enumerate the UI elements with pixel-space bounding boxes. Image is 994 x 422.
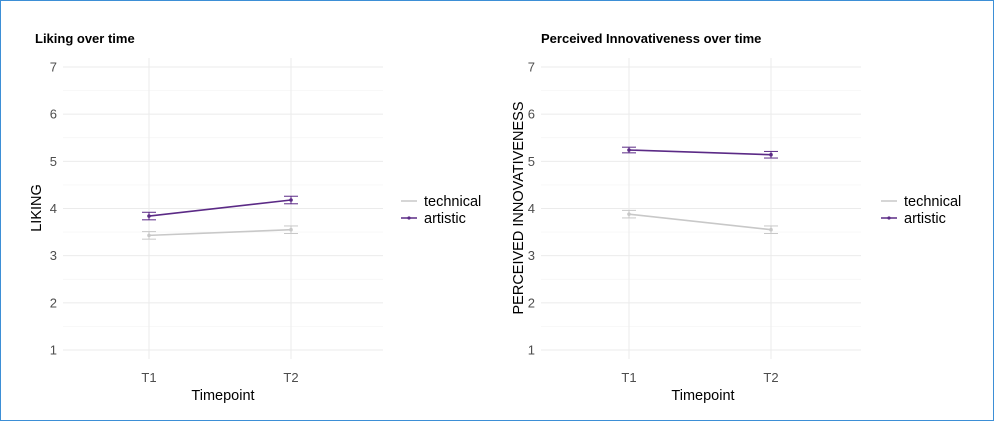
plot-grid [63,58,383,359]
y-tick-label: 3 [528,248,535,263]
data-point [627,148,631,152]
series-line [148,228,292,237]
chart-title: Perceived Innovativeness over time [541,31,761,46]
series-line [628,149,772,156]
series-layer [142,195,298,240]
y-tick-label: 5 [50,154,57,169]
y-axis-title: PERCEIVED INNOVATIVENESS [511,102,527,315]
x-tick-label: T1 [141,370,156,385]
y-tick-label: 2 [50,295,57,310]
series-line [148,199,292,217]
series-technical [142,225,298,240]
y-tick-label: 2 [528,295,535,310]
y-tick-label: 7 [528,60,535,75]
x-tick-labels: T1 T2 [621,370,778,385]
legend: technical artistic [881,194,961,227]
y-tick-label: 1 [50,343,57,358]
data-point [289,227,293,232]
y-tick-label: 3 [50,248,57,263]
x-axis-title: Timepoint [191,388,254,404]
legend: technical artistic [401,194,481,227]
y-tick-label: 7 [50,60,57,75]
x-tick-label: T1 [621,370,636,385]
data-point [289,198,293,202]
y-tick-labels: 1 2 3 4 5 6 7 [50,60,57,358]
y-tick-label: 6 [528,107,535,122]
legend-label-technical: technical [424,194,481,210]
legend-dot-artistic [407,216,411,220]
chart-title: Liking over time [35,31,135,46]
data-point [769,152,773,157]
legend-dot-artistic [887,216,891,220]
chart-perceived-innovativeness: Perceived Innovativeness over time 1 2 3 4 5… [511,31,961,404]
y-tick-label: 1 [528,343,535,358]
y-tick-label: 5 [528,154,535,169]
data-point [147,233,151,238]
x-tick-label: T2 [763,370,778,385]
y-tick-label: 4 [528,201,535,216]
data-point [147,214,151,218]
series-line [628,213,772,231]
series-artistic [622,146,778,159]
legend-label-technical: technical [904,194,961,210]
series-technical [622,209,778,234]
data-point [769,227,773,232]
y-tick-label: 4 [50,201,57,216]
series-artistic [142,195,298,221]
data-point [627,212,631,216]
legend-label-artistic: artistic [424,211,466,227]
y-axis-title: LIKING [29,184,45,232]
series-layer [622,146,778,234]
y-tick-labels: 1 2 3 4 5 6 7 [528,60,535,358]
x-axis-title: Timepoint [671,388,734,404]
x-tick-label: T2 [283,370,298,385]
y-tick-label: 6 [50,107,57,122]
legend-label-artistic: artistic [904,211,946,227]
plot-grid [541,58,861,359]
x-tick-labels: T1 T2 [141,370,298,385]
